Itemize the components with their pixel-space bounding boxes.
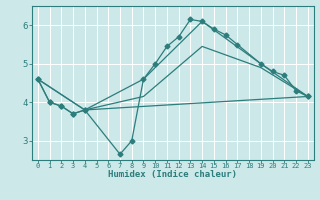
X-axis label: Humidex (Indice chaleur): Humidex (Indice chaleur) [108, 170, 237, 179]
